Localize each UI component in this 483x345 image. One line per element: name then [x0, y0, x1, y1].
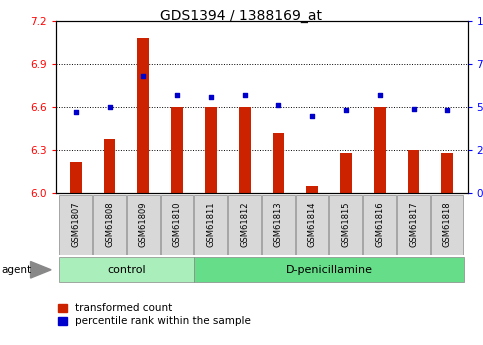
Bar — [205, 107, 217, 193]
Bar — [340, 153, 352, 193]
Text: GSM61811: GSM61811 — [206, 202, 215, 247]
Text: GSM61807: GSM61807 — [71, 202, 80, 247]
Text: GSM61813: GSM61813 — [274, 202, 283, 247]
Text: GSM61810: GSM61810 — [172, 202, 182, 247]
Bar — [272, 133, 284, 193]
Bar — [374, 107, 385, 193]
FancyBboxPatch shape — [59, 195, 92, 255]
FancyBboxPatch shape — [194, 257, 464, 283]
Point — [207, 94, 215, 99]
FancyBboxPatch shape — [194, 195, 227, 255]
FancyBboxPatch shape — [397, 195, 430, 255]
Text: control: control — [107, 265, 146, 275]
Text: agent: agent — [1, 265, 31, 275]
Text: GSM61814: GSM61814 — [308, 202, 317, 247]
FancyBboxPatch shape — [160, 195, 193, 255]
Bar — [138, 38, 149, 193]
Text: GSM61809: GSM61809 — [139, 202, 148, 247]
Bar — [70, 161, 82, 193]
Point — [376, 92, 384, 98]
Point — [241, 92, 249, 98]
Text: D-penicillamine: D-penicillamine — [285, 265, 372, 275]
FancyBboxPatch shape — [228, 195, 261, 255]
Text: GSM61818: GSM61818 — [443, 202, 452, 247]
Text: GSM61812: GSM61812 — [240, 202, 249, 247]
FancyBboxPatch shape — [262, 195, 295, 255]
FancyBboxPatch shape — [329, 195, 362, 255]
FancyBboxPatch shape — [296, 195, 328, 255]
Text: GSM61816: GSM61816 — [375, 202, 384, 247]
Text: GSM61808: GSM61808 — [105, 202, 114, 247]
Bar — [104, 139, 115, 193]
Text: GDS1394 / 1388169_at: GDS1394 / 1388169_at — [160, 9, 323, 23]
FancyBboxPatch shape — [363, 195, 396, 255]
FancyBboxPatch shape — [59, 257, 194, 283]
Point — [274, 102, 282, 108]
Legend: transformed count, percentile rank within the sample: transformed count, percentile rank withi… — [58, 303, 251, 326]
Bar — [306, 186, 318, 193]
Point — [410, 106, 417, 111]
Text: GSM61815: GSM61815 — [341, 202, 351, 247]
Point — [443, 108, 451, 113]
Point — [342, 108, 350, 113]
Bar — [239, 107, 251, 193]
Polygon shape — [30, 262, 51, 278]
Bar — [408, 150, 419, 193]
Bar — [441, 153, 453, 193]
Point — [308, 113, 316, 118]
Point — [106, 104, 114, 110]
FancyBboxPatch shape — [431, 195, 464, 255]
Text: GSM61817: GSM61817 — [409, 202, 418, 247]
Point — [173, 92, 181, 98]
Bar — [171, 107, 183, 193]
FancyBboxPatch shape — [93, 195, 126, 255]
Point — [140, 73, 147, 79]
Point — [72, 109, 80, 115]
FancyBboxPatch shape — [127, 195, 159, 255]
